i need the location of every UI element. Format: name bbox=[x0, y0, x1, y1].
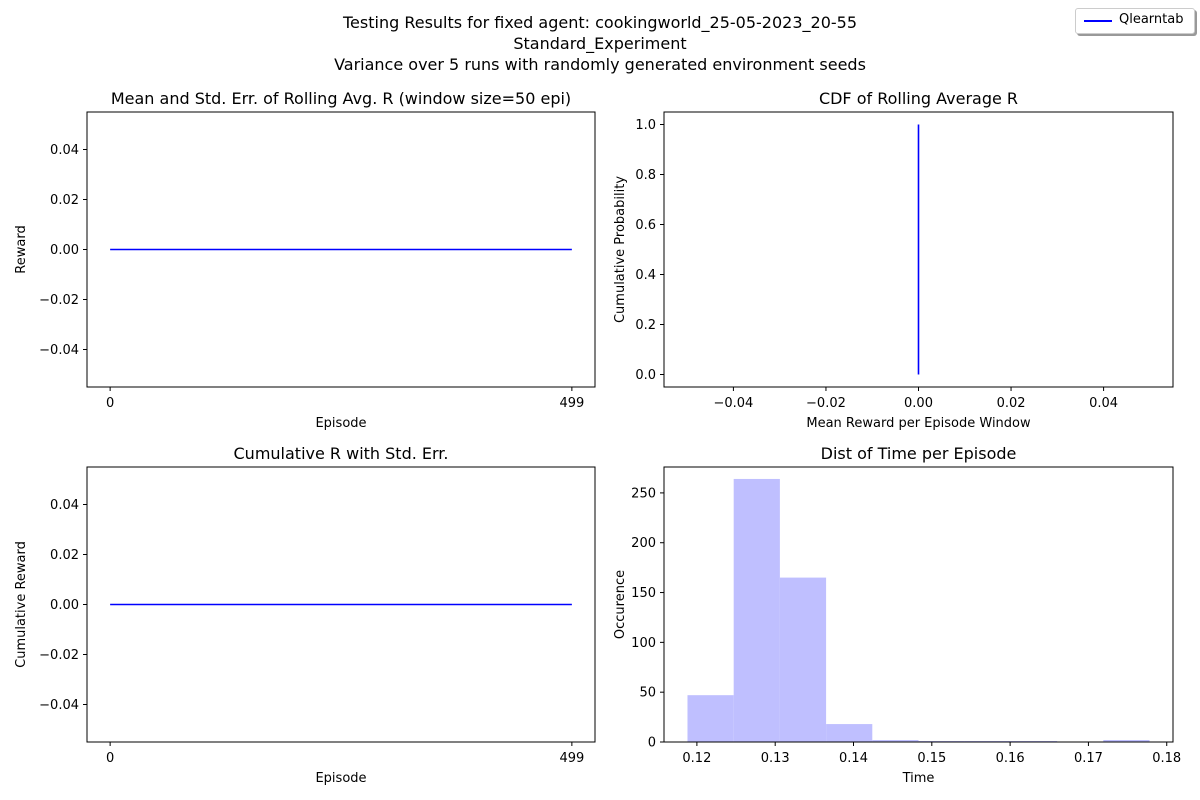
cdf-ylabel: Cumulative Probability bbox=[613, 176, 628, 323]
legend: Qlearntab bbox=[1075, 8, 1195, 34]
cdf-ytick-label-2: 0.4 bbox=[635, 268, 656, 283]
cdf-ytick-label-1: 0.2 bbox=[635, 318, 656, 333]
time_hist-bar-2 bbox=[779, 577, 827, 742]
time_hist-xtick-label-6: 0.18 bbox=[1152, 751, 1181, 766]
figure-title-line-2: Standard_Experiment bbox=[513, 34, 687, 53]
cumulative-xlabel: Episode bbox=[315, 771, 366, 786]
cdf-ytick-label-5: 1.0 bbox=[635, 118, 656, 133]
figure-title-line-1: Testing Results for fixed agent: cooking… bbox=[342, 13, 858, 32]
time_hist-bar-3 bbox=[826, 724, 873, 742]
rolling-xtick-label-0: 0 bbox=[106, 396, 114, 411]
cdf-xtick-label-1: −0.02 bbox=[806, 396, 846, 411]
time_hist-xtick-label-5: 0.17 bbox=[1074, 751, 1103, 766]
legend-swatch bbox=[1084, 20, 1112, 22]
cumulative-xtick-label-0: 0 bbox=[106, 751, 114, 766]
time_hist-ytick-label-3: 150 bbox=[631, 586, 656, 601]
figure-title: Testing Results for fixed agent: cooking… bbox=[0, 12, 1200, 75]
figure-title-line-3: Variance over 5 runs with randomly gener… bbox=[334, 55, 866, 74]
rolling-ytick-label-1: −0.02 bbox=[39, 293, 79, 308]
cumulative-title: Cumulative R with Std. Err. bbox=[234, 444, 449, 463]
time_hist-bar-4 bbox=[872, 740, 919, 742]
cdf-ytick-label-0: 0.0 bbox=[635, 368, 656, 383]
cdf-xtick-label-0: −0.04 bbox=[713, 396, 753, 411]
rolling-ylabel: Reward bbox=[14, 225, 29, 273]
cumulative-ytick-label-4: 0.04 bbox=[50, 498, 79, 513]
time_hist-xtick-label-3: 0.15 bbox=[917, 751, 946, 766]
rolling-ytick-label-3: 0.02 bbox=[50, 193, 79, 208]
rolling-ytick-label-0: −0.04 bbox=[39, 343, 79, 358]
time_hist-xtick-label-1: 0.13 bbox=[761, 751, 790, 766]
time_hist-plot-frame bbox=[663, 466, 1174, 743]
cumulative-ytick-label-0: −0.04 bbox=[39, 698, 79, 713]
legend-label: Qlearntab bbox=[1119, 12, 1184, 27]
cdf-ytick-label-4: 0.8 bbox=[635, 168, 656, 183]
cumulative-ylabel: Cumulative Reward bbox=[14, 541, 29, 668]
time_hist-ytick-label-1: 50 bbox=[639, 686, 656, 701]
cumulative-ytick-label-3: 0.02 bbox=[50, 548, 79, 563]
time_hist-ytick-label-2: 100 bbox=[631, 636, 656, 651]
time_hist-bar-9 bbox=[1103, 740, 1150, 742]
time_hist-xtick-label-4: 0.16 bbox=[996, 751, 1025, 766]
rolling-title: Mean and Std. Err. of Rolling Avg. R (wi… bbox=[111, 89, 571, 108]
rolling-ytick-label-4: 0.04 bbox=[50, 143, 79, 158]
time_hist-ytick-label-4: 200 bbox=[631, 536, 656, 551]
rolling-ytick-label-2: 0.00 bbox=[50, 243, 79, 258]
cumulative-ytick-label-2: 0.00 bbox=[50, 598, 79, 613]
cumulative-ytick-label-1: −0.02 bbox=[39, 648, 79, 663]
cdf-xlabel: Mean Reward per Episode Window bbox=[806, 416, 1031, 431]
time_hist-ytick-label-0: 0 bbox=[648, 736, 656, 751]
cdf-xtick-label-2: 0.00 bbox=[904, 396, 933, 411]
cdf-title: CDF of Rolling Average R bbox=[819, 89, 1018, 108]
cdf-ytick-label-3: 0.6 bbox=[635, 218, 656, 233]
rolling-xtick-label-1: 499 bbox=[559, 396, 584, 411]
time_hist-title: Dist of Time per Episode bbox=[821, 444, 1017, 463]
time_hist-ylabel: Occurence bbox=[613, 570, 628, 639]
rolling-xlabel: Episode bbox=[315, 416, 366, 431]
cdf-xtick-label-4: 0.04 bbox=[1089, 396, 1118, 411]
cumulative-xtick-label-1: 499 bbox=[559, 751, 584, 766]
time_hist-xlabel: Time bbox=[902, 771, 935, 786]
cdf-xtick-label-3: 0.02 bbox=[997, 396, 1026, 411]
time_hist-xtick-label-0: 0.12 bbox=[682, 751, 711, 766]
time_hist-xtick-label-2: 0.14 bbox=[839, 751, 868, 766]
time_hist-ytick-label-5: 250 bbox=[631, 486, 656, 501]
time_hist-bar-1 bbox=[733, 478, 780, 742]
time_hist-bar-0 bbox=[687, 695, 734, 742]
